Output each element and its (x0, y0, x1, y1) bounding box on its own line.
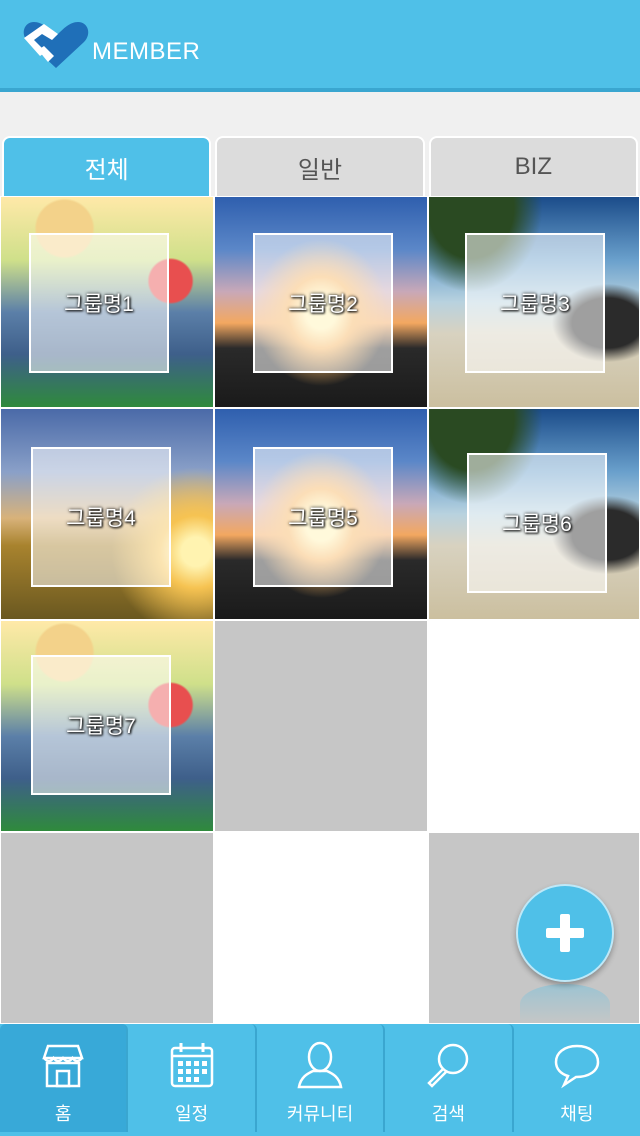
nav-label: 홈 (54, 1104, 72, 1124)
empty-slot (0, 832, 214, 1024)
empty-slot (214, 620, 428, 832)
group-name: 그룹명4 (66, 507, 136, 530)
group-name: 그룹명3 (500, 293, 570, 316)
store-icon (42, 1044, 84, 1088)
group-card-5[interactable]: 그룹명5 (214, 408, 428, 620)
group-card-6[interactable]: 그룹명6 (428, 408, 640, 620)
group-card-4[interactable]: 그룹명4 (0, 408, 214, 620)
group-label-box: 그룹명2 (253, 233, 393, 373)
nav-label: 커뮤니티 (286, 1104, 354, 1124)
nav-label: 일정 (175, 1104, 209, 1124)
group-label-box: 그룹명1 (29, 233, 169, 373)
group-name: 그룹명2 (288, 293, 358, 316)
search-icon (427, 1043, 469, 1088)
group-label-box: 그룹명4 (31, 447, 171, 587)
bottom-navigation: 홈 일정 커뮤니티 (0, 1024, 640, 1136)
group-name: 그룹명6 (502, 513, 572, 536)
plus-icon (546, 914, 584, 952)
tab-biz[interactable]: BIZ (428, 136, 638, 196)
group-label-box: 그룹명6 (467, 453, 607, 593)
add-group-button[interactable] (516, 884, 614, 982)
calendar-icon (170, 1043, 213, 1088)
nav-schedule[interactable]: 일정 (128, 1024, 257, 1132)
group-name: 그룹명7 (66, 715, 136, 738)
hands-heart-icon (23, 22, 89, 68)
tab-all[interactable]: 전체 (2, 136, 212, 196)
group-label-box: 그룹명3 (465, 233, 605, 373)
nav-label: 채팅 (560, 1104, 594, 1124)
category-tabs: 전체 일반 BIZ (0, 136, 640, 196)
app-header: MEMBER (0, 0, 640, 92)
fab-reflection (520, 984, 610, 1024)
empty-slot (214, 832, 428, 1024)
group-card-3[interactable]: 그룹명3 (428, 196, 640, 408)
nav-label: 검색 (431, 1104, 465, 1124)
group-card-1[interactable]: 그룹명1 (0, 196, 214, 408)
empty-slot (428, 620, 640, 832)
nav-community[interactable]: 커뮤니티 (257, 1024, 386, 1132)
tab-general[interactable]: 일반 (215, 136, 425, 196)
nav-search[interactable]: 검색 (385, 1024, 514, 1132)
brand-title: MEMBER (92, 38, 201, 65)
nav-chat[interactable]: 채팅 (514, 1024, 640, 1132)
chat-bubble-icon (554, 1044, 600, 1089)
nav-home[interactable]: 홈 (0, 1024, 129, 1132)
group-label-box: 그룹명7 (31, 655, 171, 795)
person-icon (297, 1041, 343, 1089)
group-card-7[interactable]: 그룹명7 (0, 620, 214, 832)
group-label-box: 그룹명5 (253, 447, 393, 587)
group-name: 그룹명5 (288, 507, 358, 530)
group-card-2[interactable]: 그룹명2 (214, 196, 428, 408)
group-grid: 그룹명1 그룹명2 그룹명3 그룹명4 그룹명5 그룹명6 (0, 196, 640, 1024)
group-name: 그룹명1 (64, 293, 134, 316)
